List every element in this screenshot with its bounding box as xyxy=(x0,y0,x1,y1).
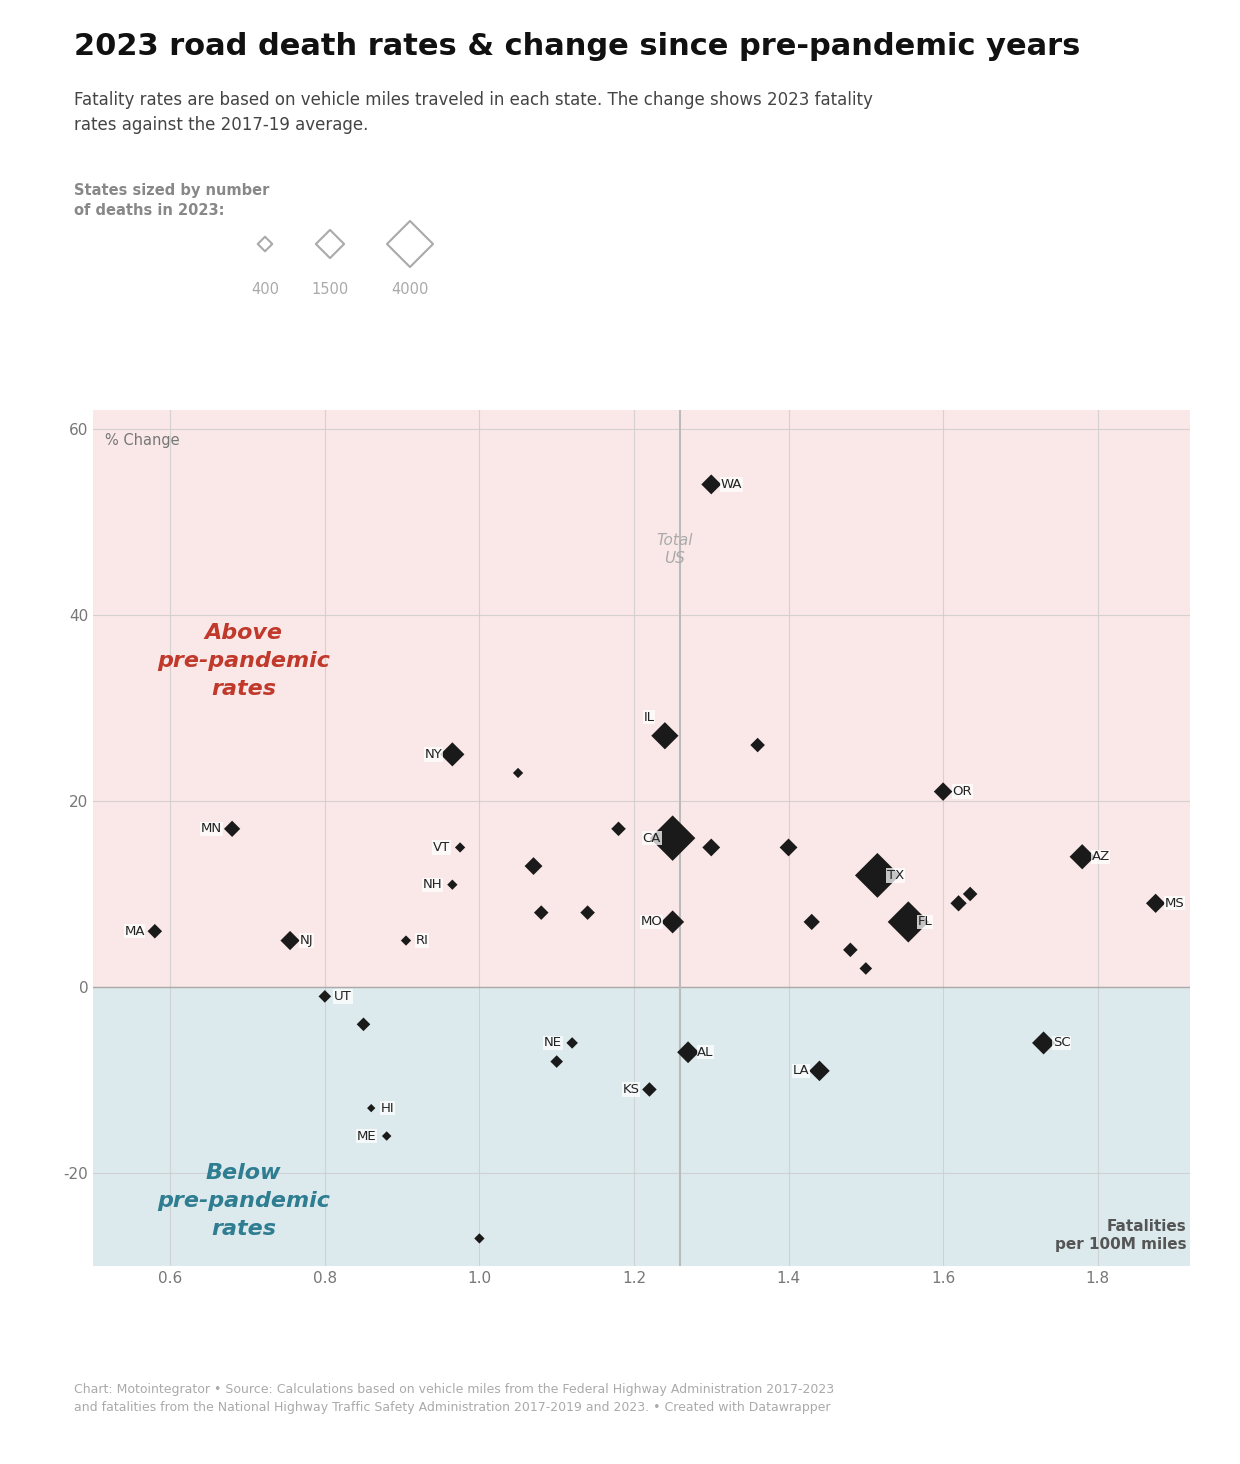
Point xyxy=(562,1031,582,1054)
Point xyxy=(401,233,420,256)
Point xyxy=(810,1058,830,1082)
Point xyxy=(702,473,722,496)
Point xyxy=(396,928,415,952)
Text: NE: NE xyxy=(544,1037,562,1050)
Text: 2023 road death rates & change since pre-pandemic years: 2023 road death rates & change since pre… xyxy=(74,32,1081,61)
Text: OR: OR xyxy=(952,785,972,798)
Point xyxy=(934,780,954,804)
Point xyxy=(868,864,888,887)
Point xyxy=(609,817,629,840)
Point xyxy=(702,836,722,859)
Text: Chart: Motointegrator • Source: Calculations based on vehicle miles from the Fed: Chart: Motointegrator • Source: Calculat… xyxy=(74,1383,835,1414)
Text: NJ: NJ xyxy=(299,934,312,947)
Text: SC: SC xyxy=(1053,1037,1070,1050)
Text: CA: CA xyxy=(642,832,661,845)
Point xyxy=(450,836,470,859)
Text: Below
pre-pandemic
rates: Below pre-pandemic rates xyxy=(157,1164,330,1239)
Point xyxy=(655,725,675,748)
Text: IL: IL xyxy=(644,710,655,723)
Point xyxy=(443,742,463,766)
Text: RI: RI xyxy=(415,934,428,947)
Bar xyxy=(93,987,1190,1266)
Text: 4000: 4000 xyxy=(392,283,429,297)
Point xyxy=(547,1050,567,1073)
Text: AL: AL xyxy=(697,1045,714,1058)
Text: UT: UT xyxy=(334,990,352,1003)
Text: % Change: % Change xyxy=(104,433,180,448)
Text: NH: NH xyxy=(423,878,443,892)
Text: HI: HI xyxy=(381,1101,394,1114)
Text: TX: TX xyxy=(887,868,904,881)
Text: Fatality rates are based on vehicle miles traveled in each state. The change sho: Fatality rates are based on vehicle mile… xyxy=(74,91,873,135)
Point xyxy=(779,836,799,859)
Point xyxy=(748,733,768,757)
Point xyxy=(802,911,822,934)
Point xyxy=(145,919,165,943)
Point xyxy=(662,911,682,934)
Point xyxy=(899,911,919,934)
Point xyxy=(640,1078,660,1101)
Point xyxy=(678,1041,698,1064)
Point xyxy=(856,957,875,981)
Text: NY: NY xyxy=(424,748,443,761)
Text: 1500: 1500 xyxy=(311,283,348,297)
Point xyxy=(443,873,463,896)
Text: States sized by number
of deaths in 2023:: States sized by number of deaths in 2023… xyxy=(74,183,270,218)
Point xyxy=(960,883,980,906)
Text: Total
US: Total US xyxy=(656,533,692,565)
Bar xyxy=(93,410,1190,987)
Point xyxy=(353,1013,373,1037)
Point xyxy=(280,928,300,952)
Point xyxy=(1073,845,1092,868)
Text: Fatalities
per 100M miles: Fatalities per 100M miles xyxy=(1055,1220,1187,1252)
Point xyxy=(255,233,275,256)
Text: MN: MN xyxy=(201,823,222,836)
Point xyxy=(949,892,968,915)
Point xyxy=(377,1124,397,1148)
Text: ME: ME xyxy=(357,1130,377,1142)
Point xyxy=(361,1097,381,1120)
Point xyxy=(222,817,242,840)
Point xyxy=(1034,1031,1054,1054)
Point xyxy=(315,985,335,1009)
Point xyxy=(523,855,543,878)
Text: LA: LA xyxy=(792,1064,810,1078)
Point xyxy=(578,900,598,924)
Point xyxy=(470,1227,490,1250)
Text: KS: KS xyxy=(622,1083,640,1097)
Point xyxy=(841,938,861,962)
Point xyxy=(531,900,551,924)
Point xyxy=(320,233,340,256)
Text: MS: MS xyxy=(1164,897,1184,909)
Text: AZ: AZ xyxy=(1091,851,1110,864)
Text: 400: 400 xyxy=(250,283,279,297)
Text: MO: MO xyxy=(641,915,662,928)
Text: VT: VT xyxy=(433,840,450,854)
Point xyxy=(1146,892,1166,915)
Point xyxy=(662,826,682,849)
Text: MA: MA xyxy=(124,925,145,938)
Point xyxy=(508,761,528,785)
Text: FL: FL xyxy=(918,915,932,928)
Text: WA: WA xyxy=(720,477,742,490)
Text: Above
pre-pandemic
rates: Above pre-pandemic rates xyxy=(157,624,330,700)
